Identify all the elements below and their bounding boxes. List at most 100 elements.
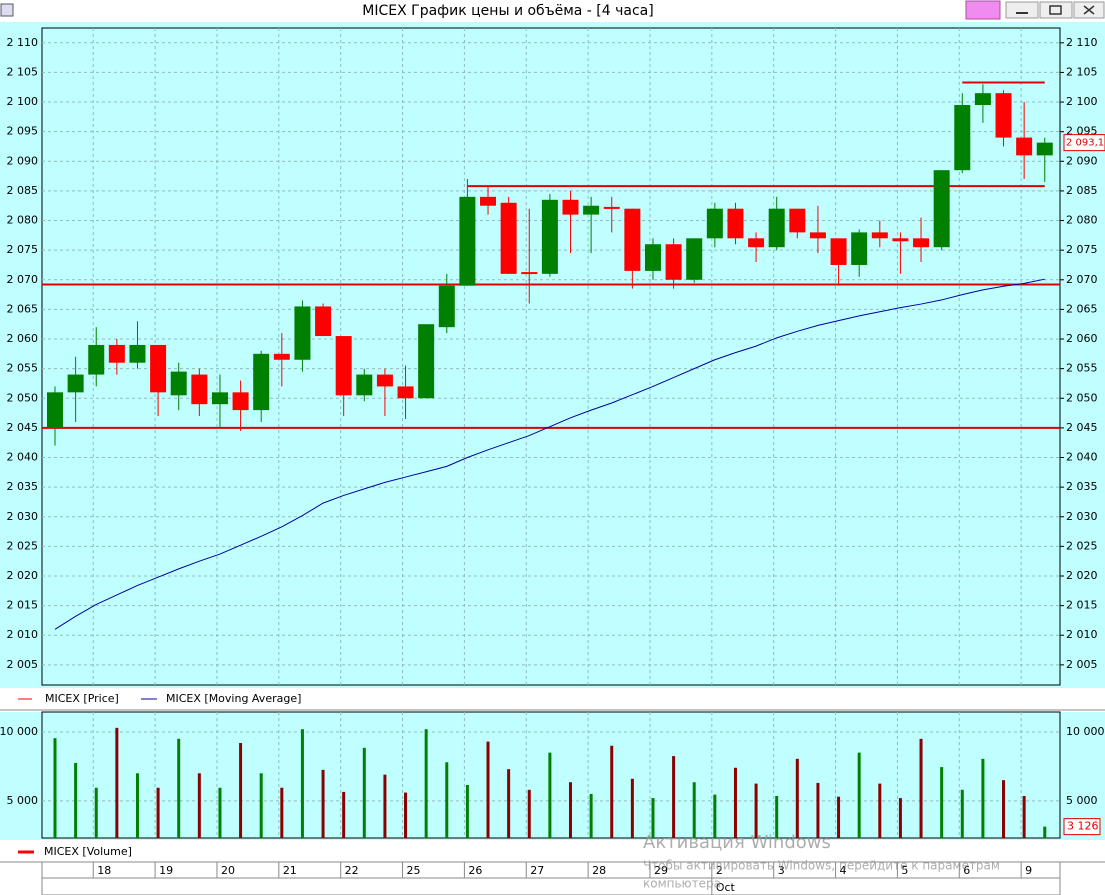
volume-bar xyxy=(713,794,717,838)
y-tick-label: 2 080 xyxy=(7,214,39,227)
y-tick-label: 2 055 xyxy=(7,362,39,375)
volume-bar xyxy=(548,752,552,838)
volume-bar xyxy=(940,767,944,838)
volume-bar xyxy=(775,796,779,838)
volume-bar xyxy=(404,792,408,838)
legend-ma: MICEX [Moving Average] xyxy=(166,692,301,705)
candle-body xyxy=(418,324,435,399)
y-tick-label: 5 000 xyxy=(1066,794,1098,807)
volume-bar xyxy=(94,787,98,838)
candle-body xyxy=(273,353,290,360)
candle-body xyxy=(500,202,517,274)
candle-body xyxy=(933,170,950,248)
volume-bar xyxy=(177,738,181,838)
volume-bar xyxy=(795,758,799,838)
volume-bar xyxy=(692,782,696,838)
volume-bar xyxy=(672,756,676,838)
volume-bar xyxy=(816,782,820,838)
legend-volume: MICEX [Volume] xyxy=(44,845,132,858)
volume-bar xyxy=(115,727,119,838)
volume-bar xyxy=(1002,780,1006,838)
volume-bar xyxy=(465,784,469,838)
y-tick-label: 2 005 xyxy=(1066,658,1098,671)
volume-bar xyxy=(919,738,923,838)
candle-body xyxy=(47,392,63,428)
day-label: 26 xyxy=(468,864,482,877)
y-tick-label: 2 045 xyxy=(7,421,39,434)
y-tick-label: 2 065 xyxy=(7,302,39,315)
day-label: 6 xyxy=(963,864,970,877)
volume-bar xyxy=(589,793,593,838)
candle-body xyxy=(211,392,228,405)
y-tick-label: 2 100 xyxy=(7,95,39,108)
volume-bar xyxy=(610,745,614,838)
volume-bar xyxy=(300,729,304,838)
volume-bar xyxy=(837,796,841,838)
candle-body xyxy=(706,208,723,239)
y-tick-label: 2 060 xyxy=(1066,332,1098,345)
y-tick-label: 2 030 xyxy=(7,510,39,523)
volume-bar xyxy=(218,787,222,838)
volume-bar xyxy=(527,789,531,838)
y-tick-label: 2 030 xyxy=(1066,510,1098,523)
day-label: 2 xyxy=(716,864,723,877)
y-tick-label: 2 035 xyxy=(1066,480,1098,493)
candle-body xyxy=(521,272,538,275)
candle-body xyxy=(789,208,806,233)
restore-button[interactable] xyxy=(1039,1,1073,19)
month-label: Oct xyxy=(716,881,736,894)
last-volume-label: 3 126 xyxy=(1067,820,1099,833)
volume-bar xyxy=(486,741,490,838)
volume-bar xyxy=(383,774,387,838)
candle-body xyxy=(397,386,414,399)
volume-bar xyxy=(898,798,902,838)
last-volume-box xyxy=(1063,818,1101,836)
volume-bar xyxy=(342,791,346,838)
y-tick-label: 5 000 xyxy=(7,794,39,807)
y-tick-label: 2 050 xyxy=(7,391,39,404)
candle-body xyxy=(851,232,868,265)
candle-body xyxy=(480,196,497,206)
y-tick-label: 2 065 xyxy=(1066,302,1098,315)
y-tick-label: 2 070 xyxy=(7,273,39,286)
volume-bar xyxy=(1043,826,1047,838)
volume-bar xyxy=(74,762,78,838)
link-button[interactable] xyxy=(965,0,1001,20)
y-tick-label: 2 090 xyxy=(7,154,39,167)
y-tick-label: 2 055 xyxy=(1066,362,1098,375)
y-tick-label: 2 040 xyxy=(7,451,39,464)
y-tick-label: 2 010 xyxy=(7,628,39,641)
candle-body xyxy=(191,374,208,405)
day-label: 18 xyxy=(97,864,111,877)
candle-body xyxy=(727,208,744,239)
minimize-button[interactable] xyxy=(1005,1,1039,19)
y-tick-label: 2 105 xyxy=(1066,65,1098,78)
volume-bar xyxy=(280,787,284,838)
y-tick-label: 2 020 xyxy=(7,569,39,582)
y-tick-label: 2 070 xyxy=(1066,273,1098,286)
volume-bar xyxy=(630,778,634,838)
candle-body xyxy=(150,344,167,393)
candle-body xyxy=(603,206,620,209)
window-icon[interactable] xyxy=(0,3,14,17)
candle-body xyxy=(871,232,888,239)
y-tick-label: 2 110 xyxy=(1066,36,1098,49)
volume-bar xyxy=(754,783,758,838)
candle-body xyxy=(809,232,826,239)
legend-price: MICEX [Price] xyxy=(45,692,119,705)
y-tick-label: 2 075 xyxy=(7,243,39,256)
volume-bar xyxy=(857,752,861,838)
y-tick-label: 2 025 xyxy=(1066,539,1098,552)
candle-body xyxy=(644,244,661,271)
volume-bar xyxy=(239,742,243,838)
volume-bar xyxy=(445,762,449,838)
watermark-line: Чтобы активировать Windows, перейдите к … xyxy=(643,859,1000,873)
price-plot xyxy=(41,27,1061,686)
candle-body xyxy=(624,208,641,271)
candle-body xyxy=(583,205,600,215)
y-tick-label: 2 050 xyxy=(1066,391,1098,404)
candle-body xyxy=(294,306,311,360)
candle-body xyxy=(954,105,971,171)
candle-body xyxy=(748,238,765,248)
candle-body xyxy=(665,244,682,280)
